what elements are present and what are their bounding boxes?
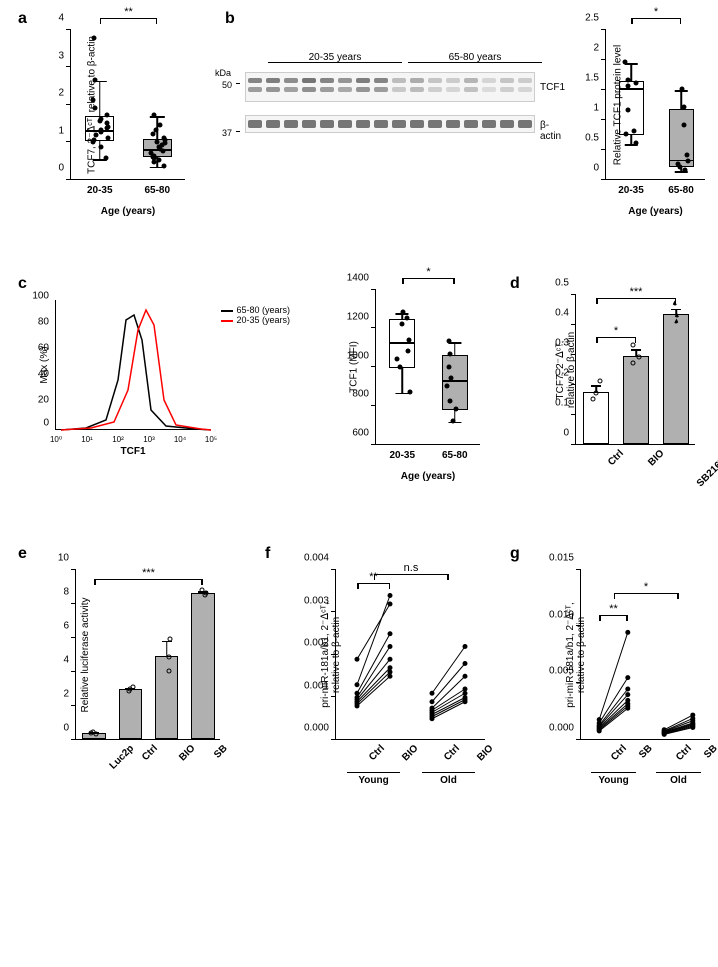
- panel-c-right: 60080010001200140020-3565-80*TCF1 (MFI)A…: [375, 290, 480, 445]
- kda-50: 50: [222, 80, 232, 90]
- panel-g-label: g: [510, 545, 520, 563]
- panel-a-label: a: [18, 10, 27, 28]
- panel-d-chart: 00.10.20.30.40.5CtrlBIOSB216763****TCF7,…: [575, 295, 695, 445]
- panel-c-chart: 60080010001200140020-3565-80*TCF1 (MFI)A…: [375, 290, 480, 445]
- hist-xlabel: TCF1: [121, 446, 146, 457]
- panel-d: 00.10.20.30.40.5CtrlBIOSB216763****TCF7,…: [575, 295, 695, 445]
- panel-f-chart: 0.0000.0010.0020.0030.004CtrlBIOYoungCtr…: [335, 570, 485, 740]
- panel-b-chart: 00.511.522.520-3565-80*Relative TCF1 pro…: [605, 30, 705, 180]
- panel-c-hist: Max (%) TCF1 65-80 (years) 20-35 (years)…: [55, 300, 210, 430]
- blot-label-actin: β-actin: [540, 120, 561, 142]
- panel-a: 0123420-3565-80**TCF7, 2⁻ᐃᶜᵀ, relative t…: [70, 30, 185, 180]
- panel-e: 0246810Luc2pCtrlBIOSB***Relative lucifer…: [75, 570, 220, 740]
- panel-c-label: c: [18, 275, 27, 293]
- panel-b-right: 00.511.522.520-3565-80*Relative TCF1 pro…: [605, 30, 705, 180]
- panel-b-label: b: [225, 10, 235, 28]
- panel-d-label: d: [510, 275, 520, 293]
- blot-row-tcf1: [245, 72, 535, 102]
- kda-label: kDa: [215, 68, 231, 78]
- panel-f-label: f: [265, 545, 270, 563]
- kda-37: 37: [222, 128, 232, 138]
- legend-old: 65-80 (years): [236, 305, 290, 315]
- panel-g-chart: 0.0000.0050.0100.015CtrlSBYoungCtrlSBOld…: [580, 570, 710, 740]
- hist-chart: Max (%) TCF1 65-80 (years) 20-35 (years)…: [55, 300, 210, 430]
- blot-row-actin: [245, 115, 535, 133]
- panel-e-label: e: [18, 545, 27, 563]
- panel-a-chart: 0123420-3565-80**TCF7, 2⁻ᐃᶜᵀ, relative t…: [70, 30, 185, 180]
- hist-curve-young: [61, 310, 211, 430]
- panel-e-chart: 0246810Luc2pCtrlBIOSB***Relative lucifer…: [75, 570, 220, 740]
- hist-legend: 65-80 (years) 20-35 (years): [221, 305, 290, 325]
- panel-f: 0.0000.0010.0020.0030.004CtrlBIOYoungCtr…: [335, 570, 485, 740]
- panel-g: 0.0000.0050.0100.015CtrlSBYoungCtrlSBOld…: [580, 570, 710, 740]
- panel-b-blot: 20-35 years 65-80 years kDa 50 37 TCF1 β…: [240, 70, 540, 124]
- legend-young: 20-35 (years): [236, 315, 290, 325]
- hist-curve-old: [61, 315, 211, 430]
- blot-label-tcf1: TCF1: [540, 82, 565, 93]
